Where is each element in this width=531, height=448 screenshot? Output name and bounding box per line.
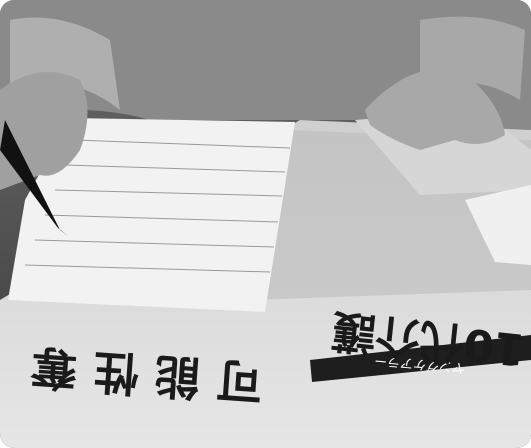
pen bbox=[0, 120, 68, 236]
notebook-lines bbox=[24, 139, 291, 273]
banner-bar bbox=[310, 335, 531, 382]
right-hand bbox=[365, 68, 505, 150]
sleeve-left bbox=[10, 17, 120, 110]
notebook-page bbox=[8, 118, 295, 312]
page-corner bbox=[465, 185, 531, 265]
